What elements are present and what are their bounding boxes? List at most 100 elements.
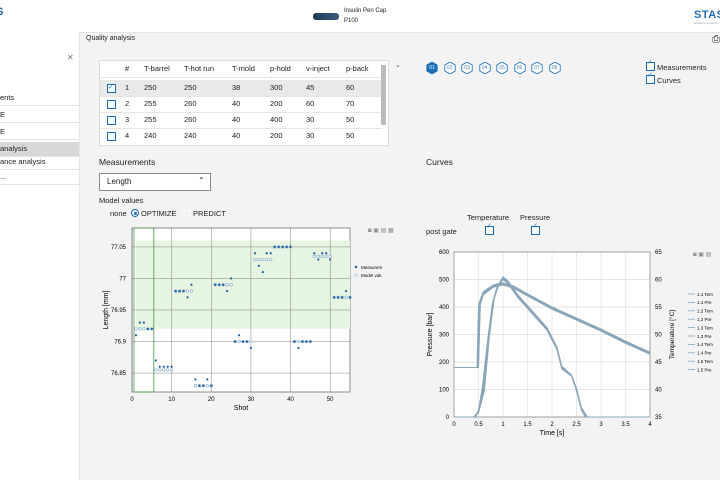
reset-icon[interactable]: ▦ xyxy=(387,228,394,234)
cavity-07-button[interactable]: 07 xyxy=(531,62,543,74)
measurements-checkbox[interactable] xyxy=(646,58,655,71)
model-point xyxy=(162,368,166,372)
legend-label: 1.3 Pre xyxy=(697,334,712,339)
table-row[interactable]: 3 255 260 40 400 30 50 xyxy=(100,112,382,129)
cavity-06-button[interactable]: 06 xyxy=(513,62,526,74)
row-checkbox[interactable] xyxy=(107,80,116,96)
table-cell: 2 xyxy=(125,99,130,108)
cavity-03-button[interactable]: 03 xyxy=(461,62,473,74)
radio-optimize[interactable]: OPTIMIZE xyxy=(131,209,176,218)
sidebar-item-3[interactable]: E xyxy=(0,125,79,140)
radio-optimize-control[interactable] xyxy=(131,209,139,217)
pan-icon[interactable]: ▤ xyxy=(380,228,387,234)
x-tick-label: 40 xyxy=(287,397,294,403)
cavity-08-button[interactable]: 08 xyxy=(548,62,561,74)
chart-toolbar-right[interactable]: ◙ ▣ ▤ xyxy=(693,251,711,258)
model-point xyxy=(312,254,316,258)
row-checkbox[interactable] xyxy=(107,132,116,141)
model-point xyxy=(237,339,241,344)
measurements-title: Measurements xyxy=(99,157,156,167)
x-tick-label: 10 xyxy=(168,397,175,403)
measurement-point xyxy=(325,252,328,255)
measurement-point xyxy=(182,289,185,293)
legend-label: 1.1 Tem xyxy=(697,292,713,297)
pan-icon[interactable]: ▤ xyxy=(705,252,712,258)
radio-none[interactable]: none xyxy=(110,209,127,218)
measurement-point xyxy=(226,289,229,293)
post-gate-label: post gate xyxy=(426,227,457,236)
table-scrollbar[interactable] xyxy=(381,65,386,125)
curves-checkbox[interactable] xyxy=(646,71,655,84)
pressure-checkbox[interactable] xyxy=(531,222,540,235)
radio-predict[interactable]: PREDICT xyxy=(183,209,226,218)
radio-predict-control[interactable] xyxy=(183,209,191,217)
curves-option-label: Curves xyxy=(657,76,681,85)
measurement-point xyxy=(293,340,296,343)
measurement-point xyxy=(154,359,157,362)
cavity-01-button[interactable]: 01 xyxy=(426,62,438,74)
measurement-point xyxy=(277,245,280,249)
model-point xyxy=(138,327,142,331)
curve-line xyxy=(454,278,650,418)
measurement-point xyxy=(210,384,213,387)
radio-none-label: none xyxy=(110,209,127,218)
row-checkbox[interactable] xyxy=(107,100,116,109)
pressure-label: Pressure xyxy=(520,213,551,222)
temperature-label: Temperature xyxy=(467,213,510,222)
table-cell: 50 xyxy=(346,131,355,140)
x-tick-label: 4 xyxy=(648,422,652,428)
x-tick-label: 3 xyxy=(599,422,603,428)
cavity-04-button[interactable]: 04 xyxy=(478,62,491,74)
chevron-down-icon[interactable]: ⌄ xyxy=(395,62,401,69)
camera-icon[interactable]: ◙ xyxy=(693,252,697,258)
table-cell: 260 xyxy=(184,99,197,108)
curves-option[interactable]: Curves xyxy=(646,71,681,85)
curve-line xyxy=(454,282,651,368)
cavity-02-button[interactable]: 02 xyxy=(443,62,456,74)
measurement-chart[interactable]: 76.85 76.9 76.95 77 77.05 0 10 20 30 40 50 Shot Leng… xyxy=(92,225,382,415)
camera-icon[interactable]: ◙ xyxy=(368,228,372,234)
table-row[interactable]: 4 240 240 40 200 30 50 xyxy=(100,128,382,144)
table-cell: 50 xyxy=(346,115,355,124)
model-values-label: Model values xyxy=(99,196,144,205)
table-row[interactable]: 2 255 260 40 200 60 70 xyxy=(100,96,382,113)
zoom-icon[interactable]: ▣ xyxy=(373,228,379,234)
x-axis-label: Shot xyxy=(234,405,248,412)
sidebar-item-more[interactable]: ... xyxy=(0,170,79,185)
cavity-05-button[interactable]: 05 xyxy=(496,62,508,74)
sidebar-item-quality-analysis[interactable]: analysis xyxy=(0,142,79,157)
measurement-select[interactable]: Length ⌃ xyxy=(99,173,211,191)
table-cell: 4 xyxy=(125,131,130,140)
table-row[interactable]: 1 250 250 38 300 45 60 xyxy=(100,80,382,97)
row-checkbox[interactable] xyxy=(107,116,116,125)
sidebar-item-measurements[interactable]: ents xyxy=(0,91,79,106)
x-tick-label: 0 xyxy=(130,397,134,403)
table-cell: 30 xyxy=(306,131,315,140)
temperature-checkbox[interactable] xyxy=(485,222,494,235)
y-tick-label: 100 xyxy=(439,388,450,394)
zoom-icon[interactable]: ▣ xyxy=(698,252,704,258)
measurement-point xyxy=(289,245,292,249)
sidebar-item-variance-analysis[interactable]: ance analysis xyxy=(0,155,79,170)
sidebar-item-2[interactable]: E xyxy=(0,108,79,123)
measurement-point xyxy=(222,283,225,286)
legend-label: 1.4 Tem xyxy=(697,342,713,347)
print-icon[interactable]: ⎙ xyxy=(712,34,720,45)
legend-label: 1.1 Pre xyxy=(697,300,712,305)
measurement-point xyxy=(186,296,189,299)
close-icon[interactable]: ✕ xyxy=(67,53,74,62)
measurements-option[interactable]: Measurements xyxy=(646,58,707,72)
chart-toolbar-left[interactable]: ◙ ▣ ▤ ▦ xyxy=(368,227,394,234)
measurement-point xyxy=(138,321,142,324)
table-cell: 40 xyxy=(232,115,241,124)
measurement-point xyxy=(281,245,284,249)
curve-chart[interactable]: 0 100 200 300 400 500 600 35 40 45 50 55 60 65 0 0.5 1 1.… xyxy=(420,244,720,444)
measurement-point xyxy=(261,271,264,274)
measurement-point xyxy=(241,340,245,343)
y-tick-label: 0 xyxy=(446,415,450,421)
measurement-point xyxy=(174,289,177,293)
column-header: v-inject xyxy=(306,64,330,73)
x-tick-label: 0.5 xyxy=(474,422,483,428)
measurement-point xyxy=(265,252,268,255)
brand-logo: STASA xyxy=(694,9,720,21)
